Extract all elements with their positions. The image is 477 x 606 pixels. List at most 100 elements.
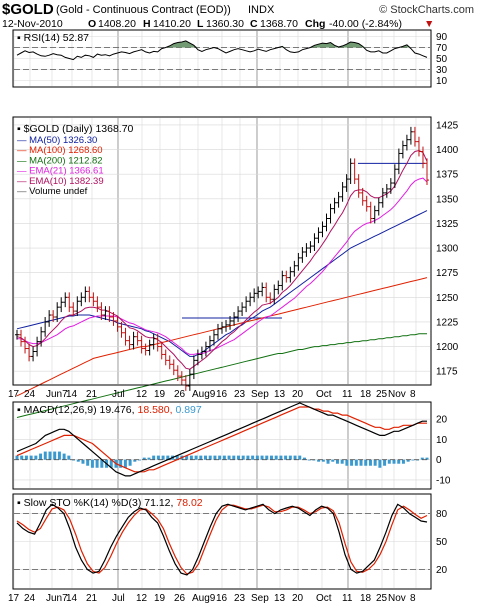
y-tick-label: 20 (436, 565, 448, 576)
y-tick-label: -10 (436, 475, 451, 486)
macd-histogram-bar (194, 455, 198, 460)
y-tick-label: 1225 (436, 317, 459, 328)
macd-histogram-bar (81, 459, 85, 464)
price-title: ▪ $GOLD (Daily) 1368.70 (17, 123, 134, 135)
macd-histogram-bar (302, 457, 306, 460)
sto-panel-frame (12, 493, 432, 590)
x-tick-label: 25 (376, 389, 388, 400)
x-tick-label: Sep (251, 389, 269, 400)
x-tick-label: Oct (316, 389, 332, 400)
macd-histogram-bar (307, 459, 311, 461)
macd-histogram-bar (48, 451, 52, 460)
macd-histogram-bar (387, 459, 391, 464)
x-tick-label-bottom: 13 (274, 593, 286, 604)
y-tick-label: 30 (436, 65, 448, 76)
y-tick-label: 1325 (436, 219, 459, 230)
x-tick-label: 21 (86, 389, 98, 400)
macd-histogram-bar (20, 455, 24, 460)
price-series-ma50 (16, 210, 428, 357)
macd-histogram-bar (147, 457, 151, 460)
macd-histogram-bar (392, 459, 396, 464)
legend-entry: — Volume undef (17, 186, 88, 197)
macd-histogram-bar (260, 455, 264, 460)
macd-histogram-bar (43, 451, 47, 460)
macd-histogram-bar (354, 459, 358, 466)
macd-histogram-bar (269, 455, 273, 460)
macd-histogram-bar (232, 455, 236, 460)
macd-histogram-bar (321, 459, 325, 462)
macd-histogram-bar (67, 455, 71, 460)
macd-histogram-bar (100, 459, 104, 468)
axes-layer: 9070503010142514001375135013251300127512… (8, 32, 459, 604)
close-value: 1368.70 (260, 18, 298, 30)
macd-histogram-bar (293, 455, 297, 460)
open-value: 1408.20 (98, 18, 136, 30)
macd-histogram-bar (109, 459, 113, 468)
macd-histogram-bar (378, 459, 382, 468)
macd-histogram-bar (15, 455, 19, 460)
x-tick-label-bottom: 25 (376, 593, 388, 604)
price-panel-frame (12, 116, 432, 386)
y-tick-label: 1275 (436, 268, 459, 279)
symbol: $GOLD (2, 1, 54, 18)
sto-k-line (16, 503, 428, 576)
x-tick-label: 17 (8, 389, 20, 400)
x-tick-label: 16 (216, 389, 228, 400)
x-tick-label-bottom: 14 (66, 593, 78, 604)
y-tick-label: 0 (436, 455, 442, 466)
legend-entry: — MA(50) 1326.30 (17, 135, 97, 146)
macd-histogram-bar (24, 455, 28, 460)
macd-histogram-bar (288, 455, 292, 460)
rsi-line (16, 40, 428, 61)
x-tick-label: Aug9 (192, 389, 216, 400)
chg-label: Chg (305, 18, 325, 30)
y-tick-label: 1400 (436, 145, 459, 156)
date: 12-Nov-2010 (2, 18, 63, 30)
x-tick-label-bottom: 26 (174, 593, 186, 604)
macd-histogram-bar (119, 459, 123, 468)
macd-histogram-bar (218, 455, 222, 460)
x-tick-label: 13 (274, 389, 286, 400)
y-tick-label: 10 (436, 76, 448, 87)
price-series-ma200 (16, 333, 427, 418)
macd-histogram-bar (156, 455, 160, 460)
macd-histogram-bar (53, 451, 57, 460)
macd-histogram-bar (39, 453, 43, 460)
legend-entry: — MA(200) 1212.82 (17, 155, 103, 166)
legend-entry: — MA(100) 1268.60 (17, 145, 103, 156)
x-tick-label: 8 (410, 389, 416, 400)
rsi-panel-frame (12, 29, 432, 88)
y-tick-label: 1425 (436, 120, 459, 131)
x-tick-label-bottom: 24 (24, 593, 36, 604)
macd-histogram-bar (340, 459, 344, 464)
series-layer (14, 40, 430, 576)
x-tick-label: Nov (388, 389, 406, 400)
x-tick-label-bottom: 23 (234, 593, 246, 604)
macd-line (16, 402, 427, 477)
macd-histogram-bar (175, 455, 179, 460)
y-tick-label: 50 (436, 537, 448, 548)
macd-histogram-bar (350, 459, 354, 466)
macd-histogram-bar (142, 457, 146, 460)
x-tick-label: 23 (234, 389, 246, 400)
macd-histogram-bar (166, 455, 170, 460)
x-tick-label: 20 (292, 389, 304, 400)
sto-d-line (16, 504, 428, 575)
x-tick-label-bottom: 19 (154, 593, 166, 604)
x-tick-label-bottom: 17 (8, 593, 20, 604)
x-tick-label-bottom: 18 (360, 593, 372, 604)
macd-histogram-bar (34, 455, 38, 460)
macd-histogram-bar (189, 455, 193, 460)
instrument-name: (Gold - Continuous Contract (EOD)) (56, 4, 231, 16)
y-tick-label: 1250 (436, 293, 459, 304)
x-tick-label: 26 (174, 389, 186, 400)
macd-histogram-bar (406, 459, 410, 462)
y-tick-label: 1175 (436, 367, 458, 378)
macd-histogram-bar (345, 459, 349, 466)
x-tick-label: 19 (154, 389, 166, 400)
macd-histogram-bar (213, 455, 217, 460)
macd-histogram-bar (95, 459, 99, 468)
macd-histogram-bar (152, 455, 156, 460)
rsi-overbought-fill (17, 40, 427, 48)
